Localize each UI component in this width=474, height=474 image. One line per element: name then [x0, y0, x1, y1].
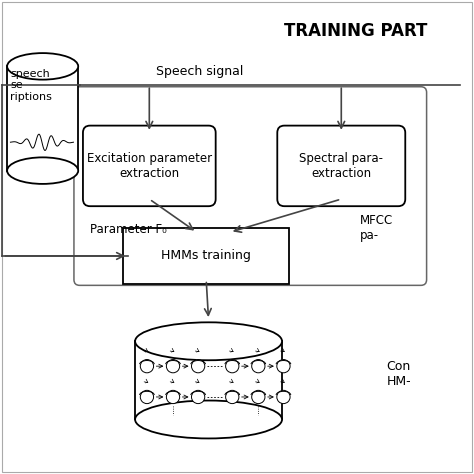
Circle shape	[191, 359, 205, 373]
FancyBboxPatch shape	[74, 87, 427, 285]
Ellipse shape	[135, 322, 282, 360]
Bar	[135, 341, 282, 419]
Text: Parameter F₀: Parameter F₀	[90, 223, 167, 237]
FancyBboxPatch shape	[83, 126, 216, 206]
Text: Con
HM-: Con HM-	[386, 360, 411, 389]
Text: Spectral para-
extraction: Spectral para- extraction	[299, 152, 383, 180]
Text: Excitation parameter
extraction: Excitation parameter extraction	[87, 152, 212, 180]
Text: TRAINING PART: TRAINING PART	[284, 22, 427, 40]
Bar	[7, 66, 78, 171]
Circle shape	[277, 391, 290, 403]
Text: speech
se
riptions: speech se riptions	[10, 69, 52, 102]
Circle shape	[166, 391, 180, 403]
Circle shape	[191, 391, 205, 403]
Circle shape	[226, 359, 239, 373]
Text: HMMs training: HMMs training	[161, 249, 251, 263]
Circle shape	[140, 391, 154, 403]
Ellipse shape	[7, 157, 78, 184]
Text: Speech signal: Speech signal	[156, 65, 244, 78]
Circle shape	[277, 359, 290, 373]
Text: MFCC
pa-: MFCC pa-	[360, 213, 393, 242]
Circle shape	[140, 359, 154, 373]
Circle shape	[226, 391, 239, 403]
Circle shape	[252, 391, 265, 403]
Ellipse shape	[135, 401, 282, 438]
Circle shape	[166, 359, 180, 373]
FancyBboxPatch shape	[123, 228, 289, 284]
FancyBboxPatch shape	[277, 126, 405, 206]
Circle shape	[252, 359, 265, 373]
Ellipse shape	[7, 53, 78, 80]
